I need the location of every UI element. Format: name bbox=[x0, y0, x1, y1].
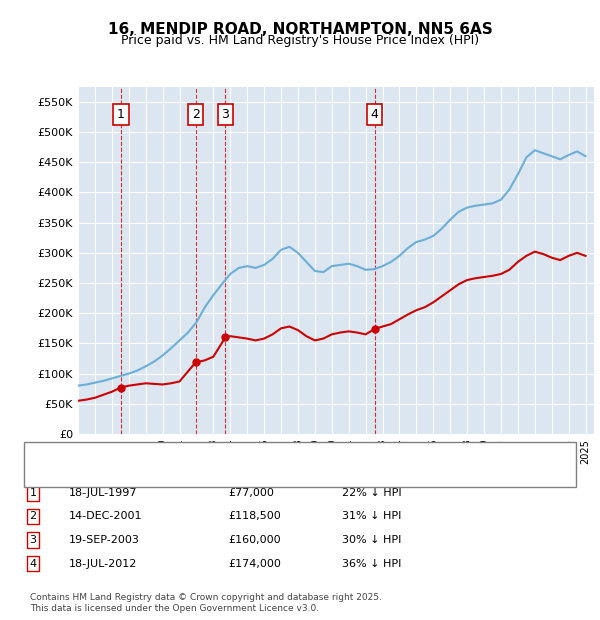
Text: 18-JUL-1997: 18-JUL-1997 bbox=[69, 488, 137, 498]
Text: 16, MENDIP ROAD, NORTHAMPTON, NN5 6AS (detached house): 16, MENDIP ROAD, NORTHAMPTON, NN5 6AS (d… bbox=[66, 445, 395, 454]
Text: 16, MENDIP ROAD, NORTHAMPTON, NN5 6AS: 16, MENDIP ROAD, NORTHAMPTON, NN5 6AS bbox=[107, 22, 493, 37]
Text: —: — bbox=[45, 440, 62, 459]
Text: Price paid vs. HM Land Registry's House Price Index (HPI): Price paid vs. HM Land Registry's House … bbox=[121, 34, 479, 47]
Text: 3: 3 bbox=[221, 108, 229, 121]
Text: £160,000: £160,000 bbox=[228, 535, 281, 545]
Text: HPI: Average price, detached house, West Northamptonshire: HPI: Average price, detached house, West… bbox=[66, 463, 383, 473]
Text: —: — bbox=[45, 459, 62, 477]
Text: 4: 4 bbox=[29, 559, 37, 569]
Text: 2: 2 bbox=[29, 512, 37, 521]
Text: 31% ↓ HPI: 31% ↓ HPI bbox=[342, 512, 401, 521]
Text: 1: 1 bbox=[117, 108, 125, 121]
Text: 2: 2 bbox=[191, 108, 200, 121]
Text: 22% ↓ HPI: 22% ↓ HPI bbox=[342, 488, 401, 498]
Text: £174,000: £174,000 bbox=[228, 559, 281, 569]
Text: 36% ↓ HPI: 36% ↓ HPI bbox=[342, 559, 401, 569]
Text: 14-DEC-2001: 14-DEC-2001 bbox=[69, 512, 143, 521]
Text: 30% ↓ HPI: 30% ↓ HPI bbox=[342, 535, 401, 545]
Text: 19-SEP-2003: 19-SEP-2003 bbox=[69, 535, 140, 545]
Text: 1: 1 bbox=[29, 488, 37, 498]
Text: 4: 4 bbox=[371, 108, 379, 121]
Text: 3: 3 bbox=[29, 535, 37, 545]
Text: £118,500: £118,500 bbox=[228, 512, 281, 521]
Text: Contains HM Land Registry data © Crown copyright and database right 2025.
This d: Contains HM Land Registry data © Crown c… bbox=[30, 593, 382, 613]
Text: £77,000: £77,000 bbox=[228, 488, 274, 498]
Text: 18-JUL-2012: 18-JUL-2012 bbox=[69, 559, 137, 569]
